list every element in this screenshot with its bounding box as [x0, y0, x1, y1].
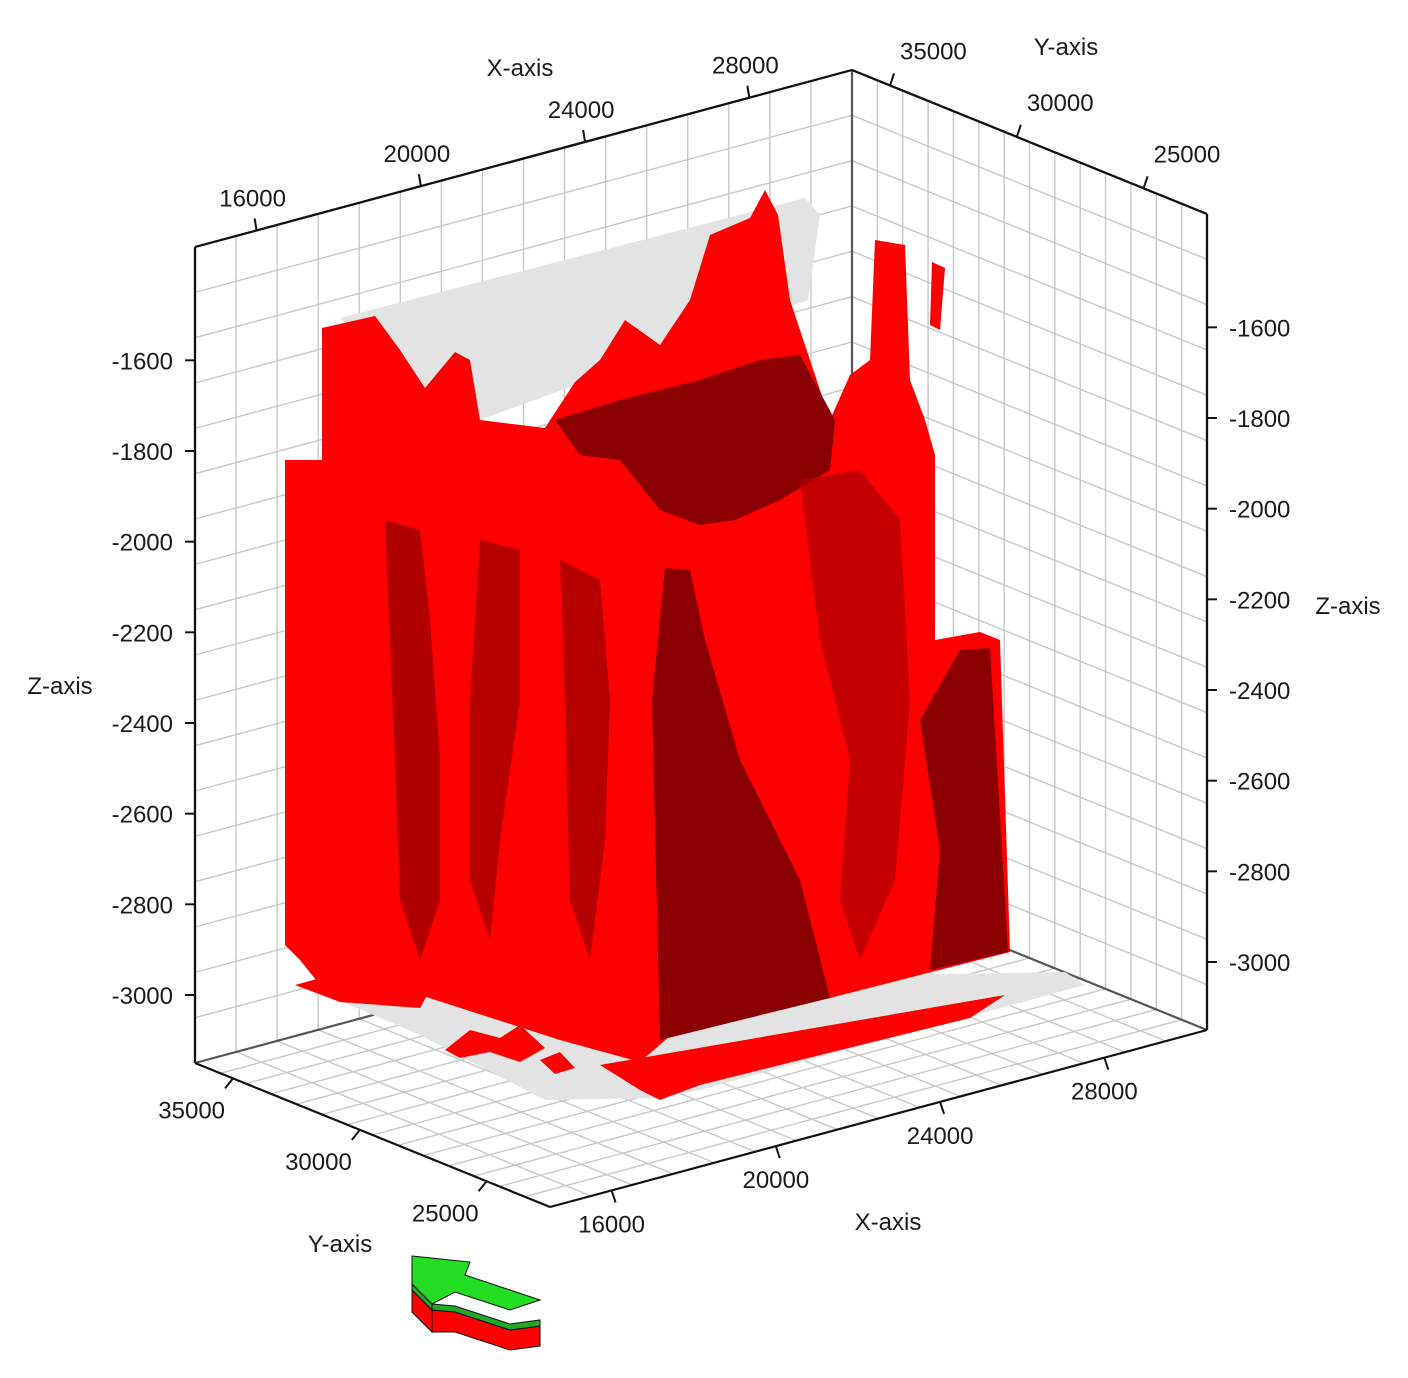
- x-tick-bottom-mark: [774, 1145, 781, 1159]
- x-axis-line-bottom: [549, 1028, 1208, 1209]
- x-tick-top-mark: [746, 85, 751, 98]
- x-tick-bottom: 20000: [742, 1167, 809, 1194]
- z-tick-left: -2000: [112, 530, 173, 557]
- surface-shadow-left-2: [470, 540, 520, 940]
- x-tick-bottom-mark: [1103, 1057, 1110, 1070]
- z-axis-title-right: Z-axis: [1315, 593, 1380, 620]
- z-tick-right: -1800: [1229, 406, 1290, 433]
- x-tick-top: 28000: [712, 53, 779, 80]
- box-frame: [193, 68, 1209, 1209]
- z-tick-left: -2800: [112, 892, 173, 919]
- grid-floor-y: [473, 998, 1132, 1177]
- y-tick-bottom: 30000: [285, 1149, 352, 1176]
- grid-side-horizontal: [851, 341, 1208, 487]
- grid-floor-y: [499, 1008, 1157, 1188]
- y-axis-title-top: Y-axis: [1034, 34, 1098, 61]
- surface-shadow-left-3: [560, 560, 610, 960]
- x-axis-line-top: [194, 68, 853, 249]
- z-tick-right: -1600: [1229, 315, 1290, 342]
- x-axis-title-top: X-axis: [487, 55, 554, 82]
- z-axis-title-left: Z-axis: [27, 673, 92, 700]
- y-tick-top: 35000: [900, 38, 967, 65]
- z-tick-left: -2600: [112, 802, 173, 829]
- x-tick-bottom: 16000: [578, 1211, 645, 1238]
- grid-side-horizontal: [851, 250, 1208, 396]
- z-tick-left: -3000: [112, 983, 173, 1010]
- grid-floor-y: [448, 988, 1106, 1167]
- x-tick-bottom: 28000: [1071, 1079, 1138, 1106]
- surface-bottom-spill: [600, 995, 1005, 1100]
- x-tick-bottom: 24000: [907, 1123, 974, 1150]
- y-axis-title-bottom: Y-axis: [308, 1231, 372, 1258]
- grid-back-horizontal: [194, 159, 853, 339]
- grid-side-horizontal: [851, 296, 1208, 442]
- x-tick-top: 16000: [219, 185, 286, 212]
- y-tick-bottom-mark: [351, 1129, 361, 1141]
- z-tick-right: -2000: [1229, 497, 1290, 524]
- z-tick-left: -1800: [112, 439, 173, 466]
- grid-side-horizontal: [851, 114, 1208, 260]
- z-tick-right: -2400: [1229, 678, 1290, 705]
- x-tick-top: 24000: [548, 97, 615, 124]
- z-tick-right: -2800: [1229, 859, 1290, 886]
- z-tick-right: -3000: [1229, 950, 1290, 977]
- grid-side-horizontal: [851, 205, 1208, 351]
- surface-red-patches: [445, 1025, 575, 1074]
- y-tick-bottom: 35000: [158, 1097, 225, 1124]
- orientation-arrow: [411, 1255, 542, 1351]
- x-tick-bottom-mark: [610, 1190, 617, 1203]
- y-tick-bottom-mark: [477, 1180, 488, 1192]
- fault-surface: [285, 190, 1010, 1100]
- x-axis-title-bottom: X-axis: [855, 1209, 922, 1236]
- z-tick-left: -2200: [112, 620, 173, 647]
- z-tick-right: -2600: [1229, 769, 1290, 796]
- grid-side-horizontal: [851, 160, 1208, 306]
- y-tick-top-mark: [1142, 175, 1149, 189]
- surface-shadow-top: [555, 355, 835, 525]
- surface-bottom-left-rim: [295, 970, 430, 1008]
- z-tick-left: -1600: [112, 348, 173, 375]
- z-tick-left: -2400: [112, 711, 173, 738]
- tick-labels: -1600 -1800 -2000 -2200 -2400 -2600 -2800 -3000…: [112, 38, 1291, 1238]
- x-tick-top: 20000: [383, 141, 450, 168]
- grid-back-horizontal: [194, 114, 853, 294]
- y-axis-line-bottom: [194, 1061, 551, 1209]
- y-tick-top-mark: [1015, 124, 1022, 138]
- surface-shadow-mid: [800, 470, 910, 960]
- y-tick-bottom-mark: [224, 1077, 234, 1090]
- y-tick-top-mark: [889, 73, 895, 86]
- y-tick-bottom: 25000: [412, 1200, 479, 1227]
- grid-floor-y: [524, 1019, 1182, 1198]
- x-tick-top-mark: [253, 218, 258, 231]
- x-tick-bottom-mark: [939, 1101, 946, 1115]
- axis-titles: X-axis Y-axis Z-axis Z-axis X-axis Y-axis: [27, 34, 1380, 1258]
- arrow-top: [411, 1255, 542, 1311]
- surface-shadow-front: [652, 568, 830, 1040]
- y-tick-top: 30000: [1027, 90, 1094, 117]
- x-tick-top-mark: [417, 173, 422, 187]
- y-axis-line-top: [851, 68, 1208, 216]
- arrow-side-green-front: [431, 1303, 541, 1331]
- surface-shadow-right: [920, 648, 1008, 970]
- surface-right-strip: [930, 262, 945, 330]
- x-tick-top-mark: [582, 129, 587, 143]
- z-tick-right: -2200: [1229, 587, 1290, 614]
- surface-shadow-left-1: [385, 520, 440, 960]
- y-tick-top: 25000: [1154, 141, 1221, 168]
- surface-back-wall: [285, 190, 1010, 1062]
